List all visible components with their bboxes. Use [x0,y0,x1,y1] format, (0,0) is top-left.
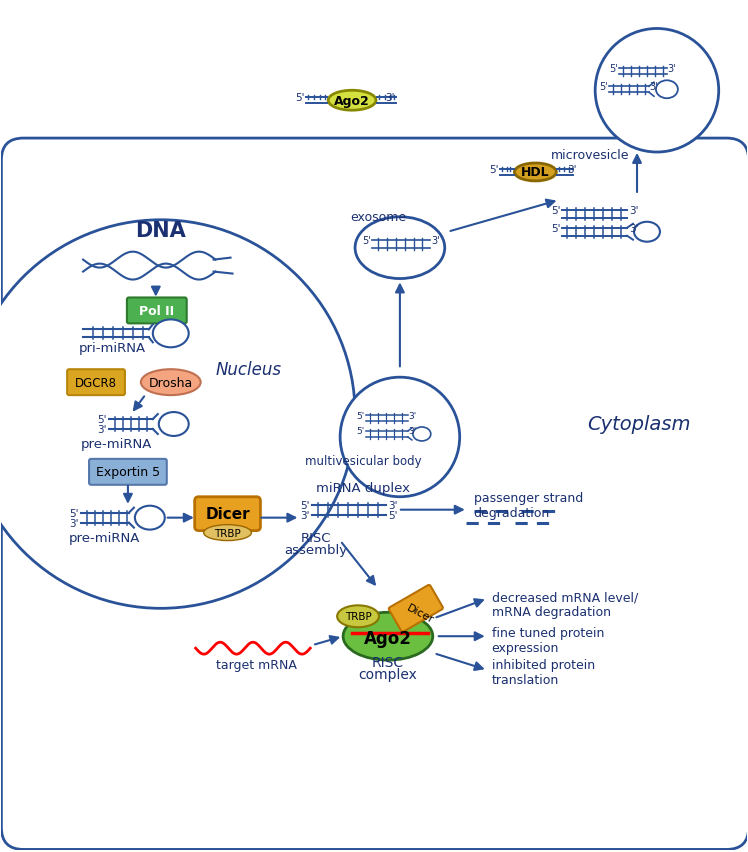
Text: Exportin 5: Exportin 5 [96,466,160,479]
Text: 5': 5' [69,508,79,518]
Text: 3': 3' [649,82,657,92]
Text: Dicer: Dicer [205,507,250,521]
Ellipse shape [135,506,165,530]
FancyBboxPatch shape [67,370,125,395]
Text: 5': 5' [609,64,618,74]
Text: Ago2: Ago2 [334,95,370,107]
Text: miRNA duplex: miRNA duplex [316,481,410,494]
Text: DGCR8: DGCR8 [75,377,117,389]
Text: 5': 5' [599,82,608,92]
Text: 3': 3' [567,164,577,175]
Text: inhibited protein
translation: inhibited protein translation [491,659,595,687]
Text: assembly: assembly [285,543,348,556]
Text: pre-miRNA: pre-miRNA [69,531,141,544]
Text: 3': 3' [385,93,394,103]
Text: 5': 5' [490,164,499,175]
Ellipse shape [153,320,188,348]
FancyBboxPatch shape [127,298,187,324]
Text: decreased mRNA level/
mRNA degradation: decreased mRNA level/ mRNA degradation [491,590,638,619]
Text: DNA: DNA [135,221,186,240]
Ellipse shape [656,81,678,99]
Circle shape [595,30,719,153]
Text: 3': 3' [432,235,441,245]
Text: 3': 3' [97,424,106,435]
Circle shape [0,221,355,608]
Text: 5': 5' [356,411,364,420]
Text: Nucleus: Nucleus [215,360,281,379]
Text: 5': 5' [97,415,106,424]
Text: 3': 3' [408,411,416,420]
Text: target mRNA: target mRNA [215,659,296,671]
Text: Pol II: Pol II [139,304,174,318]
Text: 3': 3' [388,500,397,510]
Text: complex: complex [358,667,417,682]
Text: Dicer: Dicer [405,602,435,625]
Text: 5': 5' [300,500,310,510]
Text: 5': 5' [388,510,397,520]
Text: 5': 5' [551,223,561,233]
Ellipse shape [337,606,379,628]
Text: 5': 5' [295,93,304,103]
Ellipse shape [203,525,251,541]
Ellipse shape [141,370,200,395]
Text: Drosha: Drosha [149,377,193,389]
Ellipse shape [515,164,557,181]
Text: 5': 5' [356,427,364,436]
Ellipse shape [413,428,431,441]
Text: 5': 5' [362,235,371,245]
Ellipse shape [634,222,660,243]
FancyBboxPatch shape [389,585,443,632]
Ellipse shape [328,91,376,111]
Text: multivesicular body: multivesicular body [304,454,421,467]
Text: 3': 3' [69,518,79,528]
Text: Ago2: Ago2 [364,630,412,648]
Circle shape [340,377,460,498]
Text: pri-miRNA: pri-miRNA [79,342,146,355]
FancyBboxPatch shape [1,139,748,849]
Text: 3': 3' [629,205,639,216]
Text: 3': 3' [667,64,675,74]
Text: 3': 3' [629,223,639,233]
FancyBboxPatch shape [89,459,167,485]
Ellipse shape [355,217,445,279]
Text: TRBP: TRBP [345,612,372,622]
FancyBboxPatch shape [194,498,260,531]
Text: pre-miRNA: pre-miRNA [81,437,153,451]
Text: TRBP: TRBP [214,528,241,538]
Text: passenger strand
degradation: passenger strand degradation [473,492,583,519]
Text: exosome: exosome [350,210,406,223]
Text: RISC: RISC [301,531,331,544]
Text: Cytoplasm: Cytoplasm [587,415,690,434]
Text: 5': 5' [551,205,561,216]
Text: fine tuned protein
expression: fine tuned protein expression [491,626,604,654]
Text: microvesicle: microvesicle [551,149,630,162]
Text: 3': 3' [408,427,416,436]
Ellipse shape [159,412,188,436]
Text: RISC: RISC [372,655,404,670]
Text: 3': 3' [300,510,310,520]
Text: HDL: HDL [521,166,550,179]
Ellipse shape [343,613,433,660]
